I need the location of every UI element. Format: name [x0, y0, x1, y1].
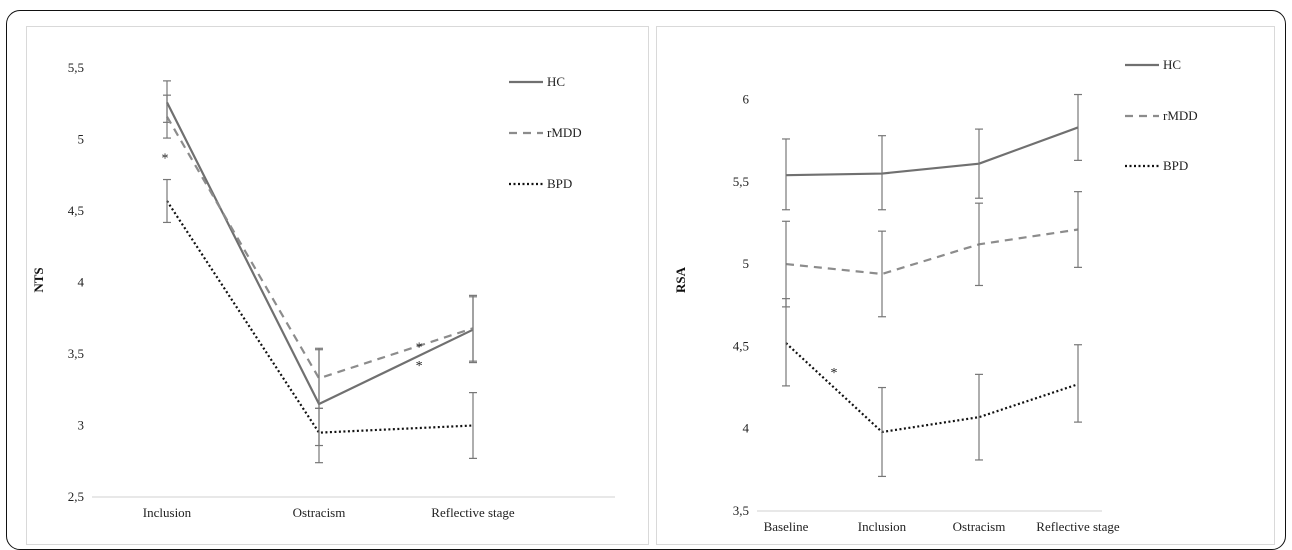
y-tick-label: 5	[743, 256, 750, 271]
x-tick-label: Reflective stage	[431, 505, 515, 520]
x-tick-label: Baseline	[764, 519, 809, 534]
y-tick-label: 2,5	[68, 489, 84, 504]
series-line-rmdd	[166, 116, 474, 380]
rsa-chart-panel: 3,5 4 4,5 5 5,5 6 RSA Baseline Inclusion Ostracis…	[656, 26, 1275, 545]
y-tick-label: 4,5	[68, 203, 84, 218]
rsa-chart: 3,5 4 4,5 5 5,5 6 RSA Baseline Inclusion Ostracis…	[673, 57, 1198, 534]
y-tick-label: 4	[743, 421, 750, 436]
series-line-bpd	[785, 342, 1079, 434]
legend-label-bpd: BPD	[547, 176, 572, 191]
y-axis-label: NTS	[31, 267, 46, 292]
y-tick-label: 5,5	[68, 60, 84, 75]
y-tick-label: 5,5	[733, 174, 749, 189]
y-tick-label: 3,5	[68, 346, 84, 361]
x-tick-label: Ostracism	[293, 505, 346, 520]
y-tick-label: 4,5	[733, 338, 749, 353]
significance-star: *	[831, 366, 838, 381]
legend-label-hc: HC	[547, 74, 565, 89]
y-tick-label: 5	[78, 132, 85, 147]
x-tick-label: Ostracism	[953, 519, 1006, 534]
x-tick-label: Inclusion	[858, 519, 907, 534]
legend-label-bpd: BPD	[1163, 158, 1188, 173]
y-tick-label: 3,5	[733, 503, 749, 518]
x-tick-label: Reflective stage	[1036, 519, 1120, 534]
y-tick-label: 3	[78, 418, 85, 433]
series-line-rmdd	[785, 228, 1079, 276]
y-tick-label: 6	[743, 91, 750, 106]
series-line-hc	[166, 101, 474, 406]
series-line-hc	[785, 126, 1079, 177]
legend-label-rmdd: rMDD	[547, 125, 582, 140]
nts-chart: 2,5 3 3,5 4 4,5 5 5,5 NTS Inclusion Ostracism Refl…	[31, 60, 615, 520]
y-tick-label: 4	[78, 275, 85, 290]
legend-label-rmdd: rMDD	[1163, 108, 1198, 123]
x-tick-label: Inclusion	[143, 505, 192, 520]
y-axis-label: RSA	[673, 266, 688, 293]
legend-label-hc: HC	[1163, 57, 1181, 72]
series-line-bpd	[166, 200, 474, 434]
significance-star: *	[416, 340, 423, 355]
significance-star: *	[416, 359, 423, 374]
significance-star: *	[162, 152, 169, 167]
nts-chart-panel: 2,5 3 3,5 4 4,5 5 5,5 NTS Inclusion Ostracism Refl…	[26, 26, 649, 545]
